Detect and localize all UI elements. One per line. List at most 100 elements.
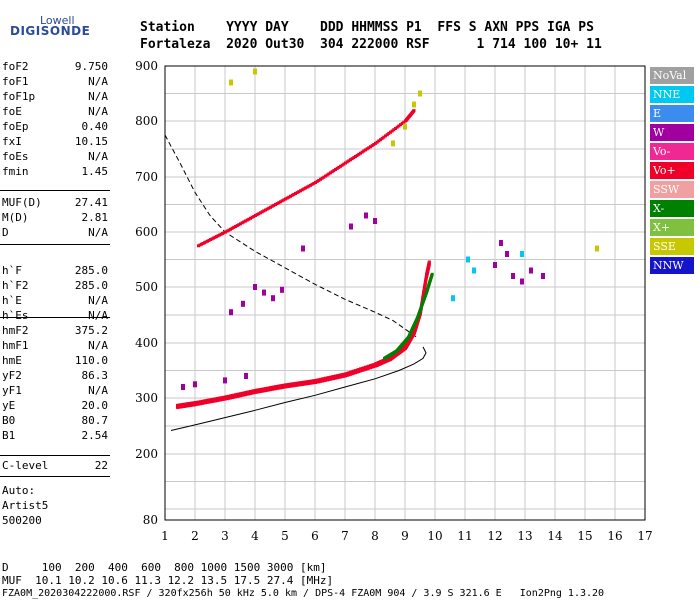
echo-point (327, 376, 331, 382)
echo-point (364, 365, 367, 371)
footer-muf-row: MUF 10.1 10.2 10.6 11.3 12.2 13.5 17.5 2… (2, 574, 334, 587)
param-value: N/A (88, 75, 108, 88)
echo-point (505, 251, 509, 257)
echo-point (262, 289, 266, 296)
echo-point (247, 217, 251, 221)
echo-point (352, 369, 356, 375)
x-tick-label: 1 (161, 529, 169, 543)
echo-point (345, 371, 349, 377)
x-tick-label: 3 (221, 529, 229, 543)
echo-point (249, 216, 252, 220)
echo-point (364, 148, 367, 152)
echo-point (259, 388, 262, 393)
param-separator (0, 476, 110, 477)
y-tick-label: 200 (135, 447, 158, 461)
echo-point (224, 230, 227, 234)
echo-point (295, 191, 299, 195)
echo-point (292, 192, 296, 196)
echo-point (529, 267, 533, 274)
echo-point (347, 371, 351, 377)
echo-point (265, 386, 269, 392)
echo-point (294, 381, 297, 387)
echo-point (325, 376, 329, 382)
y-tick-label: 80 (143, 513, 158, 527)
param-value: 27.41 (74, 196, 108, 209)
echo-point (412, 101, 416, 108)
x-tick-label: 4 (251, 529, 259, 543)
echo-point (209, 398, 212, 404)
echo-point (269, 386, 272, 392)
echo-point (237, 392, 241, 398)
echo-point (230, 226, 234, 230)
echo-point (350, 157, 354, 161)
echo-point (337, 373, 341, 379)
echo-point (595, 245, 599, 252)
echo-point (347, 159, 351, 163)
param-name: hmF2 (2, 324, 29, 337)
echo-point (360, 150, 364, 154)
echo-point (264, 208, 267, 212)
echo-point (342, 162, 346, 166)
echo-point (272, 385, 276, 391)
echo-point (232, 225, 236, 229)
echo-point (272, 203, 276, 207)
echo-point (242, 391, 246, 397)
echo-point (219, 396, 222, 402)
echo-point (309, 379, 312, 385)
echo-point (284, 383, 287, 389)
param-name: h`F (2, 264, 22, 277)
legend-item: E (650, 105, 694, 122)
echo-point (250, 389, 254, 395)
echo-point (227, 228, 231, 232)
x-tick-label: 10 (427, 529, 442, 543)
param-separator (0, 190, 110, 191)
legend-item: SSE (650, 238, 694, 255)
echo-point (355, 153, 359, 157)
echo-point (330, 375, 334, 381)
echo-point (242, 220, 246, 224)
echo-point (240, 391, 244, 397)
echo-point (314, 181, 317, 184)
param-row: yF1 N/A (2, 384, 108, 398)
echo-point (235, 392, 239, 398)
echo-point (344, 161, 347, 165)
echo-point (255, 213, 259, 217)
echo-point (312, 181, 316, 185)
echo-point (235, 224, 239, 228)
echo-point (229, 309, 233, 316)
param-value: N/A (88, 150, 108, 163)
echo-point (472, 267, 476, 274)
param-row: fxI 10.15 (2, 135, 108, 149)
echo-point (324, 376, 327, 382)
echo-point (199, 400, 202, 406)
echo-point (392, 128, 396, 132)
param-row: fmin 1.45 (2, 165, 108, 179)
echo-point (262, 387, 266, 393)
legend-item: X- (650, 200, 694, 217)
y-tick-label: 700 (135, 170, 158, 184)
echo-point (252, 214, 256, 218)
x-tick-label: 13 (517, 529, 532, 543)
echo-point (234, 225, 237, 228)
echo-point (315, 378, 319, 384)
echo-point (355, 368, 359, 374)
echo-point (364, 212, 368, 219)
profile-solid (170, 346, 427, 431)
echo-point (289, 194, 292, 198)
echo-point (287, 195, 291, 199)
echo-point (399, 123, 402, 127)
x-tick-label: 16 (607, 529, 622, 543)
echo-point (224, 395, 227, 401)
x-tick-label: 7 (341, 529, 349, 543)
y-tick-label: 300 (135, 391, 158, 405)
echo-point (207, 398, 211, 404)
header-row-2: Fortaleza 2020 Out30 304 222000 RSF 1 71… (140, 37, 602, 52)
x-tick-label: 9 (401, 529, 409, 543)
legend-item: Vo- (650, 143, 694, 160)
echo-point (340, 163, 344, 167)
x-tick-label: 11 (457, 529, 472, 543)
echo-point (430, 272, 434, 276)
param-name: fxI (2, 135, 22, 148)
echo-point (257, 212, 261, 216)
